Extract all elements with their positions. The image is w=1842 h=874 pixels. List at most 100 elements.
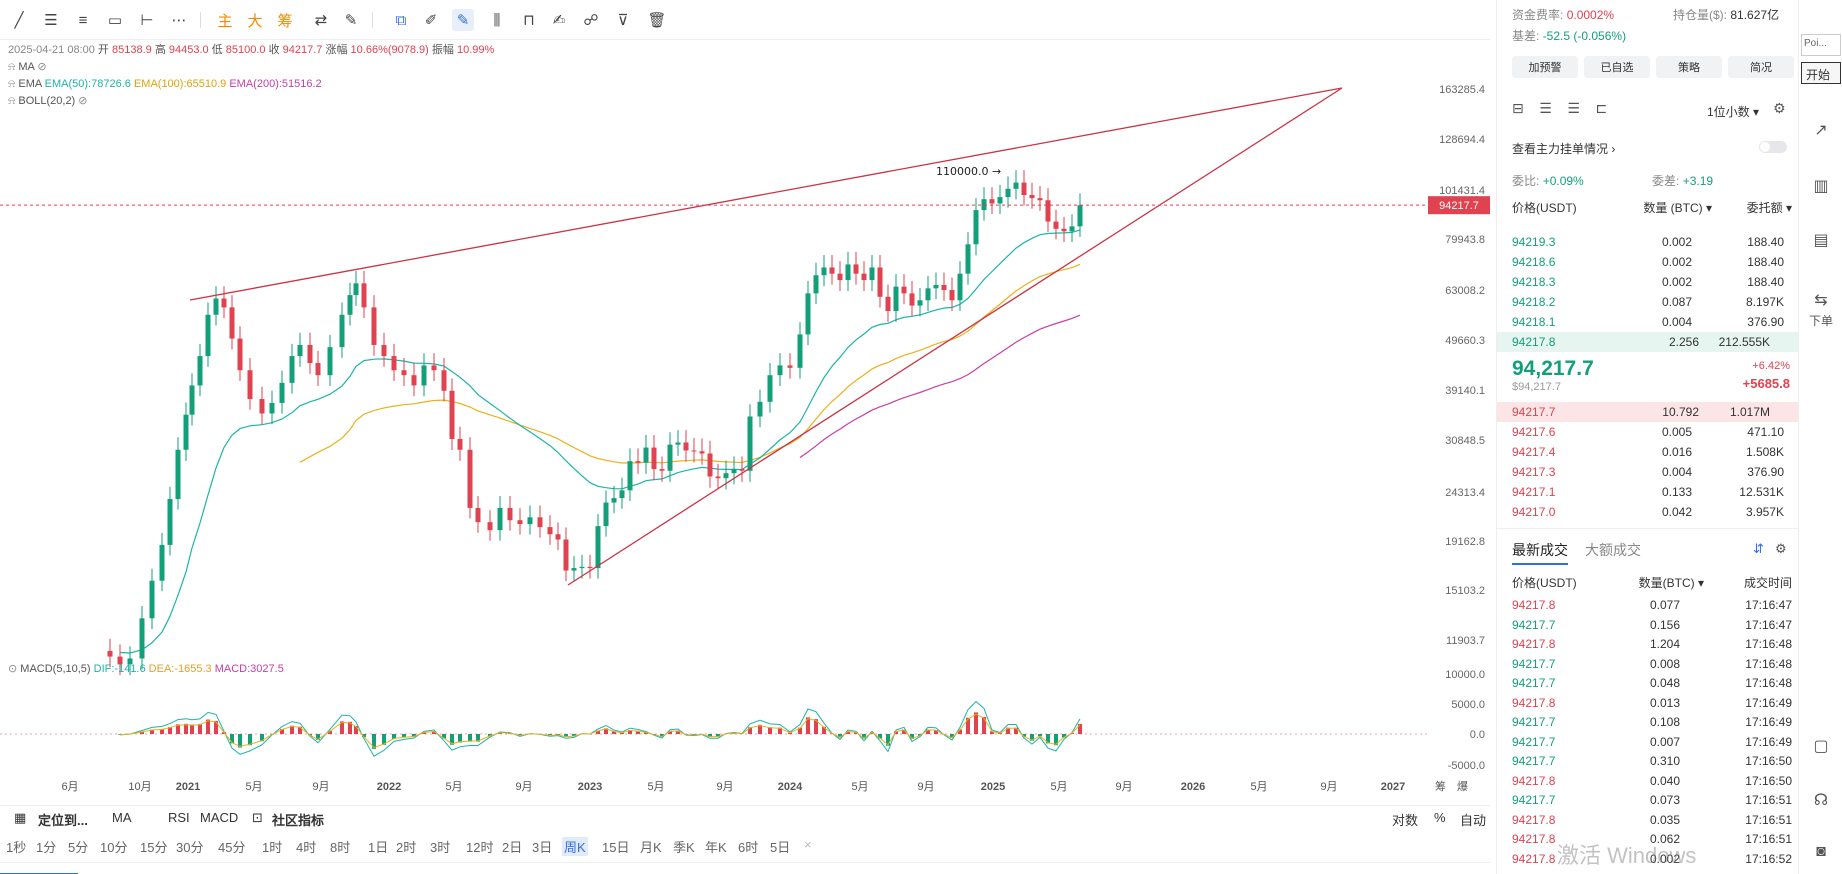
interval-5[interactable]: 30分	[176, 840, 204, 855]
col-qty[interactable]: 数量 (BTC) ▾	[1643, 201, 1712, 215]
bid-row[interactable]: 94217.1 0.133 12.531K	[1512, 482, 1792, 502]
order-label[interactable]: 下单	[1809, 314, 1834, 328]
trend-chart-icon[interactable]: ↗	[1814, 122, 1828, 139]
price-chart-canvas[interactable]: 163285.4 128694.4 101431.4 79943.8 63008.2 49…	[0, 60, 1490, 800]
brush-icon[interactable]: ✎	[452, 9, 474, 31]
hide-drawing-icon[interactable]: ✎	[344, 12, 358, 29]
interval-18[interactable]: 月K	[640, 840, 662, 855]
tab-large-trades[interactable]: 大额成交	[1585, 542, 1641, 558]
sync-drawing-icon[interactable]: ⇄	[314, 12, 328, 29]
interval-0[interactable]: 1秒	[6, 840, 27, 855]
interval-22[interactable]: 5日	[770, 840, 791, 855]
trades-settings-icon[interactable]: ⚙	[1775, 541, 1787, 556]
bid-row[interactable]: 94217.3 0.004 376.90	[1512, 462, 1792, 482]
asks-view-icon[interactable]: ☰	[1567, 100, 1580, 116]
delete-icon[interactable]: 🗑	[647, 12, 667, 29]
ma-indicator-button[interactable]: MA	[112, 810, 132, 825]
cards-icon[interactable]: ▤	[1813, 232, 1829, 249]
main-force-button[interactable]: 主	[217, 11, 233, 30]
filter-icon[interactable]: ⊽	[617, 12, 629, 29]
layout-icon[interactable]: ▢	[1813, 738, 1829, 755]
overview-button[interactable]: 简况	[1728, 56, 1794, 78]
interval-12[interactable]: 3时	[430, 840, 451, 855]
note-icon[interactable]: ✍	[552, 12, 566, 29]
interval-4[interactable]: 15分	[140, 840, 168, 855]
interval-3[interactable]: 10分	[100, 840, 128, 855]
bell-icon[interactable]: ⍾	[8, 78, 16, 90]
interval-6[interactable]: 45分	[218, 840, 246, 855]
time-scroller[interactable]	[0, 862, 1490, 874]
precision-select[interactable]: 1位小数 ▾	[1707, 103, 1759, 120]
log-scale-button[interactable]: 对数	[1392, 813, 1419, 828]
trendline-tool-icon[interactable]: ╱	[14, 12, 24, 29]
interval-15[interactable]: 3日	[532, 840, 553, 855]
community-indicator-button[interactable]: 社区指标	[272, 813, 325, 828]
bid-row[interactable]: 94217.7 10.792 1.017M	[1497, 402, 1799, 422]
bid-row[interactable]: 94217.0 0.042 3.957K	[1512, 502, 1792, 522]
horizontal-lines-tool-icon[interactable]: ☰	[44, 12, 58, 29]
eye-off-icon[interactable]: ⊘	[37, 61, 47, 73]
support-icon[interactable]: ☊	[1813, 792, 1829, 809]
t-col-qty[interactable]: 数量(BTC) ▾	[1638, 576, 1704, 590]
ask-row[interactable]: 94219.3 0.002 188.40	[1512, 232, 1792, 252]
sort-icon[interactable]: ⇵	[1753, 541, 1764, 556]
fib-tool-icon[interactable]: ≡	[78, 11, 88, 29]
interval-8[interactable]: 4时	[296, 840, 317, 855]
ma-row[interactable]: ⍾ MA ⊘	[8, 59, 494, 76]
ask-row[interactable]: 94217.8 2.256 212.555K	[1497, 332, 1799, 352]
ask-row[interactable]: 94218.1 0.004 376.90	[1512, 312, 1792, 332]
big-order-button[interactable]: 大	[247, 11, 263, 30]
community-icon[interactable]: ⊡	[252, 810, 263, 825]
both-view-icon[interactable]: ⊟	[1512, 100, 1524, 116]
more-tools-icon[interactable]: ⋯	[171, 12, 187, 29]
bids-view-icon[interactable]: ☰	[1539, 100, 1552, 116]
eye-off-icon[interactable]: ⊘	[78, 95, 88, 107]
main-orders-toggle-row[interactable]: 查看主力挂单情况 ›	[1512, 140, 1615, 157]
close-icon[interactable]: ×	[804, 837, 812, 852]
interval-11[interactable]: 2时	[396, 840, 417, 855]
col-total[interactable]: 委托额 ▾	[1746, 201, 1792, 215]
magnet-icon[interactable]: ☍	[583, 12, 599, 29]
chip-button[interactable]: 筹	[277, 11, 293, 30]
ask-row[interactable]: 94218.6 0.002 188.40	[1512, 252, 1792, 272]
interval-1[interactable]: 1分	[36, 840, 57, 855]
main-orders-toggle[interactable]	[1759, 141, 1787, 153]
ema-row[interactable]: ⍾ EMA EMA(50):78726.6 EMA(100):65510.9 E…	[8, 76, 494, 93]
interval-9[interactable]: 8时	[330, 840, 351, 855]
interval-2[interactable]: 5分	[68, 840, 89, 855]
locate-button[interactable]: 定位到...	[38, 813, 88, 828]
bid-row[interactable]: 94217.4 0.016 1.508K	[1512, 442, 1792, 462]
ask-row[interactable]: 94218.3 0.002 188.40	[1512, 272, 1792, 292]
add-alert-button[interactable]: 加预警	[1512, 56, 1578, 78]
ema-label[interactable]: EMA	[18, 78, 42, 90]
lock-icon[interactable]: ⊓	[523, 12, 535, 29]
settings-icon[interactable]: ⚙	[1773, 100, 1786, 116]
bar-chart-icon[interactable]: ▥	[1813, 178, 1829, 195]
interval-19[interactable]: 季K	[673, 840, 695, 855]
macd-name[interactable]: MACD(5,10,5)	[20, 663, 91, 675]
copy-icon[interactable]: ⧉	[395, 11, 407, 29]
ma-label[interactable]: MA	[18, 61, 35, 73]
interval-14[interactable]: 2日	[502, 840, 523, 855]
interval-10[interactable]: 1日	[368, 840, 389, 855]
bell-icon[interactable]: ⍾	[8, 95, 16, 107]
eye-icon[interactable]: ⊙	[8, 663, 18, 675]
boll-row[interactable]: ⍾ BOLL(20,2) ⊘	[8, 93, 494, 110]
calendar-icon[interactable]: ▦	[14, 810, 27, 825]
pen-icon[interactable]: ✐	[424, 12, 438, 29]
rsi-indicator-button[interactable]: RSI	[168, 810, 190, 825]
boll-label[interactable]: BOLL(20,2)	[18, 95, 76, 107]
order-icon[interactable]: ⇆	[1814, 292, 1828, 309]
macd-indicator-button[interactable]: MACD	[200, 810, 239, 825]
discord-icon[interactable]: ◙	[1816, 843, 1826, 860]
start-button[interactable]: 开始	[1801, 62, 1841, 84]
interval-7[interactable]: 1时	[262, 840, 283, 855]
ask-row[interactable]: 94218.2 0.087 8.197K	[1512, 292, 1792, 312]
bid-row[interactable]: 94217.6 0.005 471.10	[1512, 422, 1792, 442]
rectangle-tool-icon[interactable]: ▭	[107, 12, 123, 29]
strategy-button[interactable]: 策略	[1656, 56, 1722, 78]
interval-13[interactable]: 12时	[466, 840, 494, 855]
depth-view-icon[interactable]: ⊏	[1595, 100, 1608, 116]
poi-field[interactable]: Poi...	[1801, 34, 1841, 56]
interval-16[interactable]: 周K	[562, 837, 588, 856]
